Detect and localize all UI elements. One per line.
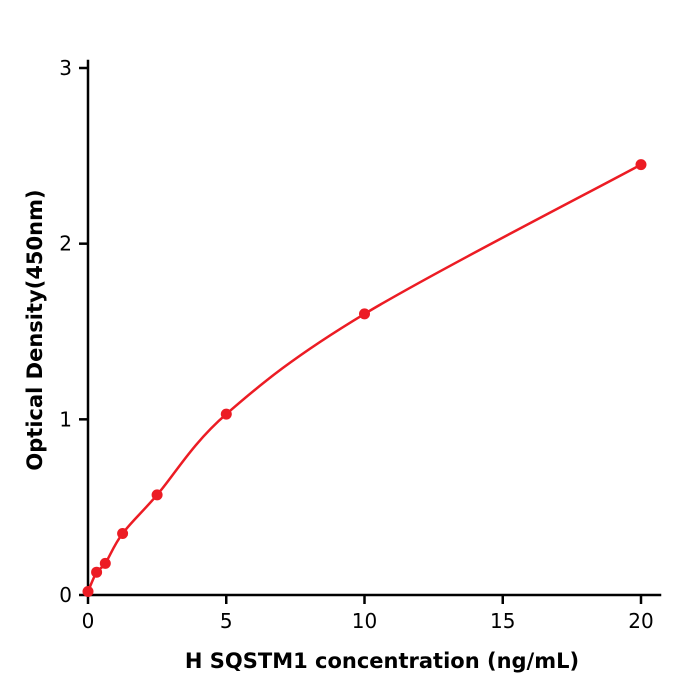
x-tick-label: 5 xyxy=(220,609,233,633)
data-point xyxy=(82,586,94,597)
data-point xyxy=(359,308,370,320)
data-point xyxy=(151,489,163,501)
y-tick-label: 1 xyxy=(59,407,72,431)
x-tick-label: 0 xyxy=(82,609,95,633)
x-axis-label: H SQSTM1 concentration (ng/mL) xyxy=(185,649,579,673)
x-tick-label: 10 xyxy=(352,609,377,633)
y-tick-label: 3 xyxy=(59,56,72,80)
y-axis-label: Optical Density(450nm) xyxy=(23,189,47,470)
data-point xyxy=(99,557,111,569)
x-tick-label: 20 xyxy=(628,609,653,633)
y-tick-label: 0 xyxy=(59,583,72,607)
data-point xyxy=(220,408,232,420)
data-point xyxy=(635,159,647,171)
data-point xyxy=(117,528,129,539)
data-point xyxy=(91,566,103,578)
x-tick-label: 15 xyxy=(490,609,515,633)
y-tick-label: 2 xyxy=(59,232,72,256)
plot-area: 0 5 10 15 20 0 1 2 3 xyxy=(59,56,662,633)
fitted-curve xyxy=(86,163,642,593)
